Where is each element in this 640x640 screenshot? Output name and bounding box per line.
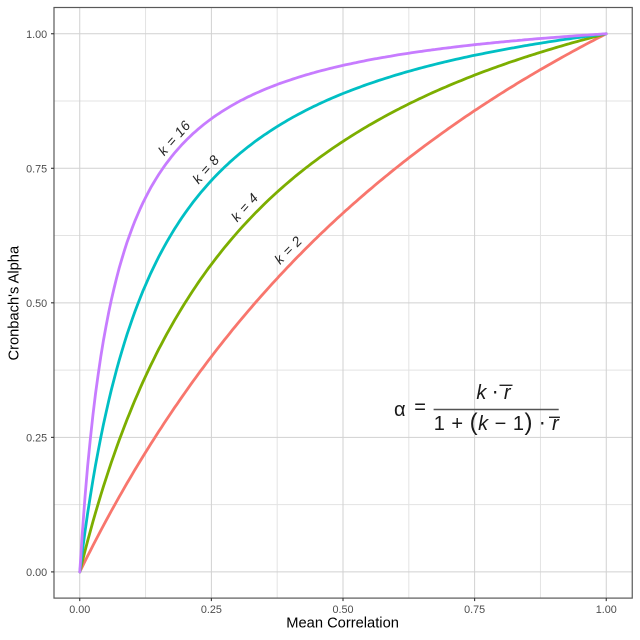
svg-text:1.00: 1.00	[596, 604, 617, 616]
svg-text:0.25: 0.25	[201, 604, 222, 616]
svg-text:=: =	[414, 397, 426, 419]
svg-text:0.50: 0.50	[26, 298, 47, 310]
svg-text:Mean Correlation: Mean Correlation	[286, 616, 399, 632]
svg-text:0.50: 0.50	[332, 604, 353, 616]
svg-text:0.75: 0.75	[26, 163, 47, 175]
svg-text:α: α	[394, 399, 406, 421]
svg-text:0.00: 0.00	[69, 604, 90, 616]
svg-text:1 + (k − 1) ⋅ r: 1 + (k − 1) ⋅ r	[434, 409, 560, 436]
svg-text:k ⋅ r: k ⋅ r	[476, 382, 511, 404]
svg-text:0.00: 0.00	[26, 567, 47, 579]
svg-text:0.25: 0.25	[26, 432, 47, 444]
svg-text:1.00: 1.00	[26, 29, 47, 41]
svg-text:Cronbach's Alpha: Cronbach's Alpha	[7, 245, 23, 360]
svg-text:0.75: 0.75	[464, 604, 485, 616]
